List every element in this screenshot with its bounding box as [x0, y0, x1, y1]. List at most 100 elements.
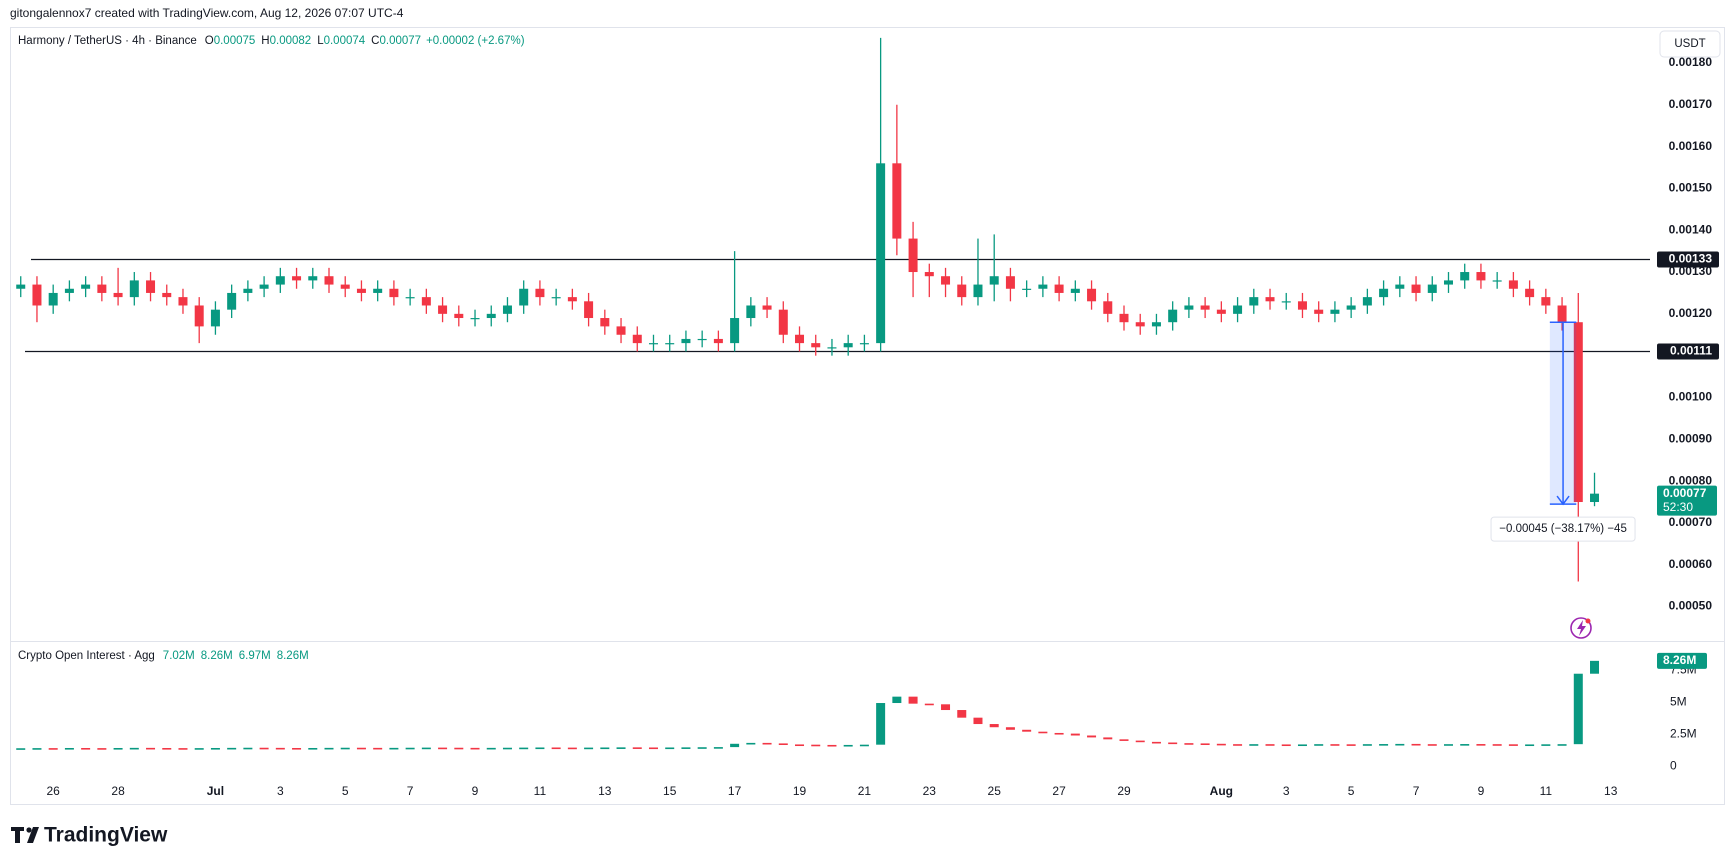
oi-bar [97, 748, 107, 750]
measure-label: −0.00045 (−38.17%) −45 [1499, 523, 1627, 535]
candle-body [1151, 322, 1161, 327]
candle-body [340, 284, 350, 289]
measure-arrowhead [1556, 495, 1570, 506]
currency-button[interactable] [1659, 30, 1721, 58]
hline-label: 0.00111 [1670, 344, 1712, 358]
candle-body [1541, 297, 1551, 306]
event-icon-dot [1585, 618, 1591, 624]
oi-bar [113, 747, 123, 750]
candle-body [1103, 301, 1113, 314]
y-tick-label: 0.00140 [1669, 222, 1713, 236]
y-tick-label: 2.5M [1670, 726, 1697, 740]
candle-body [1411, 284, 1421, 293]
candle-body [292, 276, 302, 281]
oi-bar [1541, 744, 1551, 746]
x-tick-label: 21 [858, 784, 872, 798]
candle-body [97, 284, 107, 293]
candle-body [1590, 493, 1600, 503]
x-tick-label: 5 [342, 784, 349, 798]
currency-label[interactable]: USDT [1674, 38, 1705, 50]
oi-bar [210, 747, 220, 750]
ohlc-key: L [317, 35, 324, 47]
oi-bar [1070, 733, 1080, 736]
candle-body [1070, 288, 1080, 293]
oi-bar [259, 747, 269, 750]
oi-bar [227, 747, 237, 750]
y-tick-label: 0.00180 [1669, 55, 1713, 69]
candle-body [356, 288, 366, 293]
oi-bar [551, 747, 561, 750]
candle-body [1135, 322, 1145, 327]
oi-bar [178, 748, 188, 750]
y-tick-label: 0.00090 [1669, 431, 1713, 445]
oi-legend-value: 8.26M [201, 650, 233, 662]
candle-body [989, 276, 999, 285]
candle-body [470, 318, 480, 320]
candle-body [1476, 272, 1486, 281]
candle-body [486, 313, 496, 319]
y-tick-label: 0 [1670, 758, 1677, 772]
candle-body [129, 280, 139, 298]
x-tick-label: 13 [598, 784, 612, 798]
oi-bar [584, 747, 594, 750]
x-tick-label: 11 [1540, 784, 1553, 798]
candle-body [746, 305, 756, 319]
candle-body [811, 343, 821, 348]
oi-bar [32, 748, 42, 750]
y-tick-label: 0.00050 [1669, 599, 1713, 613]
oi-bar [1265, 744, 1275, 746]
ohlc-key: O [205, 35, 214, 47]
oi-bar [1427, 744, 1437, 746]
oi-bar [973, 717, 983, 725]
candle-body [81, 284, 91, 289]
y-tick-label: 0.00160 [1669, 139, 1713, 153]
oi-bar [324, 747, 334, 750]
oi-legend-value: 8.26M [277, 650, 309, 662]
oi-bar [308, 747, 318, 750]
oi-bar [1151, 741, 1161, 744]
x-tick-label: 5 [1348, 784, 1355, 798]
oi-bar [697, 747, 707, 749]
oi-bar [746, 742, 756, 745]
candle-body [762, 305, 772, 310]
candle-body [616, 326, 626, 335]
candle-body [892, 163, 902, 239]
ohlc-key: C [371, 35, 379, 47]
candle-body [1395, 284, 1405, 289]
candle-body [1087, 288, 1097, 302]
oi-bar [600, 747, 610, 750]
candle-body [1297, 301, 1307, 310]
oi-bar [665, 747, 675, 750]
candle-body [227, 292, 237, 310]
candle-body [1249, 297, 1259, 306]
candle-body [908, 238, 918, 273]
oi-bar [1200, 743, 1210, 746]
candle-body [1216, 309, 1226, 314]
oi-bar [795, 744, 805, 747]
oi-bar [892, 696, 902, 704]
ohlc-value: 0.00074 [324, 35, 366, 47]
oi-bar [146, 747, 156, 750]
oi-bar [340, 747, 350, 750]
oi-bar [1022, 729, 1032, 732]
logo-mark [26, 827, 32, 833]
candle-body [32, 284, 42, 306]
logo-text: TradingView [44, 824, 168, 847]
y-tick-label: 0.00170 [1669, 97, 1713, 111]
oi-bar [1379, 744, 1389, 746]
oi-last-box [1657, 652, 1707, 669]
candle-body [778, 309, 788, 335]
oi-legend-value: 7.02M [163, 650, 195, 662]
oi-bar [535, 747, 545, 750]
candle-body [421, 297, 431, 306]
y-tick-label: 0.00130 [1669, 264, 1713, 278]
oi-bar [1508, 744, 1518, 746]
event-icon-bolt [1577, 620, 1586, 636]
candle-body [438, 305, 448, 314]
oi-bar [48, 748, 58, 750]
logo: TradingView [11, 824, 168, 847]
x-tick-label: 3 [1283, 784, 1290, 798]
candle-body [843, 343, 853, 348]
